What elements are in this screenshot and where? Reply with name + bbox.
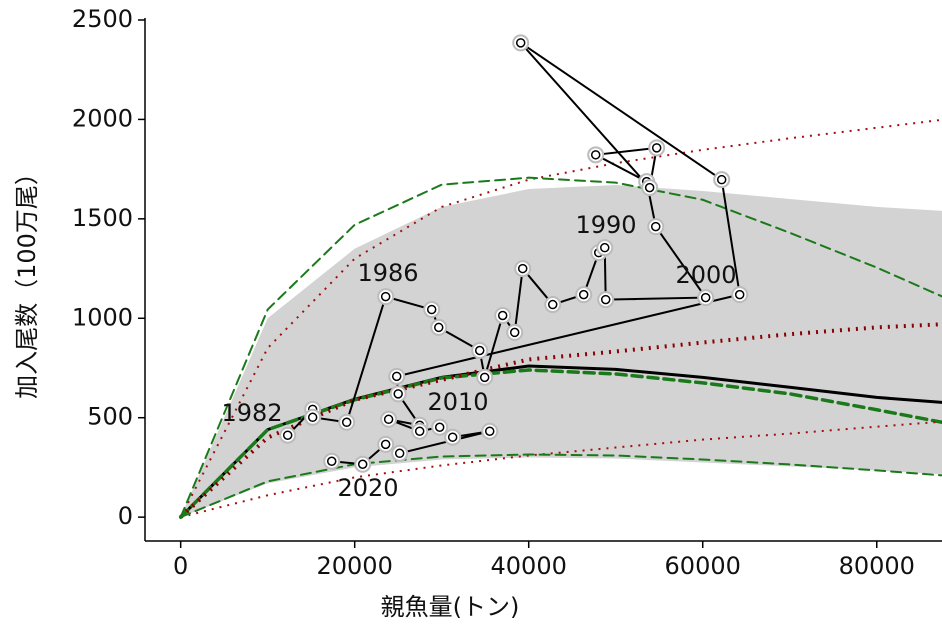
point-halo xyxy=(444,428,462,446)
point-halo xyxy=(731,286,749,304)
x-axis-label: 親魚量(トン) xyxy=(381,593,520,621)
point-halo xyxy=(323,452,341,470)
plot-area xyxy=(178,34,942,519)
point xyxy=(393,389,403,399)
point xyxy=(433,322,444,333)
point-halo xyxy=(304,408,322,426)
y-tick-label: 2500 xyxy=(72,5,133,33)
point xyxy=(651,143,662,153)
band xyxy=(180,185,942,518)
year-label: 2010 xyxy=(427,388,488,416)
point-halo xyxy=(713,171,731,189)
point xyxy=(307,412,318,423)
point-halo xyxy=(430,318,448,336)
point xyxy=(590,150,601,160)
y-axis-label: 加入尾数（100万尾） xyxy=(13,161,41,399)
point xyxy=(517,263,528,274)
point-halo xyxy=(377,435,395,453)
point-halo xyxy=(575,286,593,304)
point xyxy=(380,439,391,450)
year-label: 2020 xyxy=(337,474,398,502)
point-halo xyxy=(544,296,562,314)
point-halo xyxy=(471,341,489,359)
point-halo xyxy=(596,239,614,257)
point-halo xyxy=(279,426,297,444)
point-halo xyxy=(641,179,659,197)
y-tick-label: 1500 xyxy=(72,204,133,232)
y-tick-label: 0 xyxy=(118,502,133,530)
point xyxy=(447,432,458,442)
x-tick-label: 0 xyxy=(173,552,188,580)
point-halo xyxy=(380,410,398,428)
point-halo xyxy=(377,288,395,306)
point xyxy=(414,426,425,436)
x-tick-label: 40000 xyxy=(491,552,567,580)
point-halo xyxy=(647,218,665,236)
point xyxy=(644,182,655,193)
point xyxy=(426,304,437,315)
point-halo xyxy=(506,323,524,341)
point xyxy=(600,294,611,305)
x-tick-label: 80000 xyxy=(839,552,915,580)
y-tick-label: 1000 xyxy=(72,303,133,331)
point-halo xyxy=(494,306,512,324)
point-halo xyxy=(648,139,666,157)
point xyxy=(383,414,394,425)
y-tick-label: 500 xyxy=(87,403,133,431)
point-halo xyxy=(587,146,605,164)
point-halo xyxy=(476,368,494,386)
year-label: 1986 xyxy=(357,259,418,287)
point xyxy=(391,371,402,382)
point xyxy=(716,174,727,185)
point xyxy=(380,291,391,302)
x-tick-label: 20000 xyxy=(317,552,393,580)
point-halo xyxy=(389,385,407,403)
x-tick-label: 60000 xyxy=(665,552,741,580)
point-halo xyxy=(388,367,406,385)
point-halo xyxy=(354,455,372,473)
point-halo xyxy=(597,291,615,309)
point xyxy=(341,417,352,428)
point-halo xyxy=(423,301,441,319)
point xyxy=(650,221,661,232)
point xyxy=(547,299,558,310)
point xyxy=(509,327,520,338)
year-label: 1982 xyxy=(221,399,282,427)
point-halo xyxy=(481,422,499,440)
point xyxy=(282,430,293,440)
curve xyxy=(179,453,942,519)
point xyxy=(515,38,526,48)
year-label: 2000 xyxy=(675,261,736,289)
point xyxy=(434,422,445,433)
point xyxy=(479,372,490,383)
point xyxy=(326,456,337,467)
y-tick-label: 2000 xyxy=(72,104,133,132)
curve xyxy=(179,322,942,519)
point-halo xyxy=(391,444,409,462)
point xyxy=(578,289,589,300)
point-halo xyxy=(512,34,530,52)
point-halo xyxy=(431,418,449,436)
point xyxy=(600,242,610,253)
point xyxy=(394,448,405,459)
point xyxy=(497,310,508,321)
point xyxy=(700,292,711,303)
point xyxy=(484,426,495,436)
point-halo xyxy=(411,422,429,440)
point-halo xyxy=(697,289,715,307)
point xyxy=(357,459,368,469)
point-halo xyxy=(338,413,356,431)
year-label: 1990 xyxy=(575,211,636,239)
point xyxy=(474,345,485,356)
point xyxy=(734,289,745,300)
point-halo xyxy=(514,260,532,278)
